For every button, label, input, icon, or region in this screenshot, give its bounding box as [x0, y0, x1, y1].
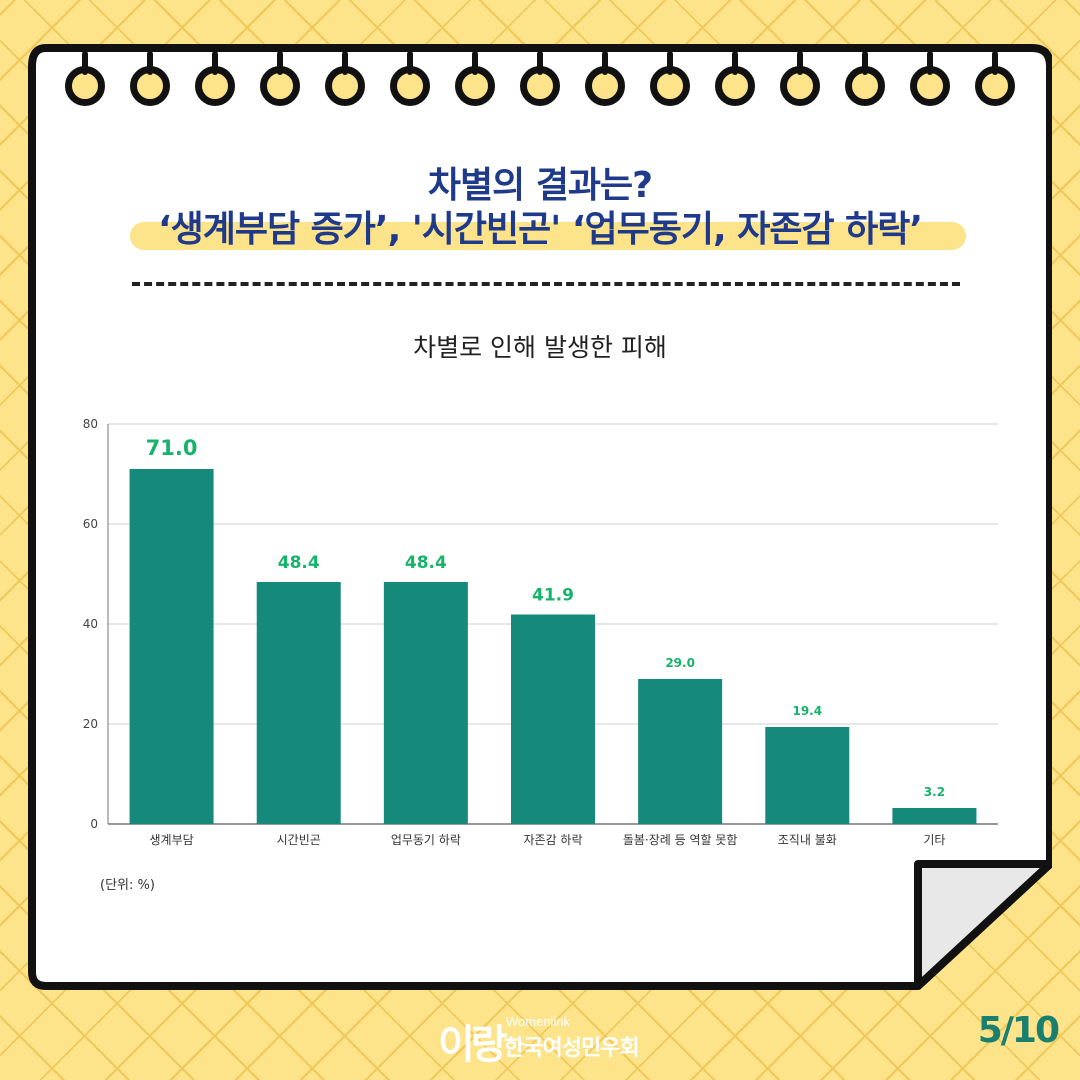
- logo-english-name: Womenlink: [506, 1014, 571, 1029]
- page-indicator: 5/10: [977, 1010, 1060, 1051]
- binder-ring-icon: [130, 51, 170, 106]
- x-category-label: 자존감 하락: [523, 833, 582, 847]
- y-tick-label: 60: [83, 517, 98, 531]
- bar: [638, 679, 723, 824]
- x-category-label: 기타: [923, 833, 945, 847]
- y-tick-label: 80: [83, 417, 98, 431]
- x-category-label: 돌봄·장례 등 역할 못함: [623, 833, 738, 847]
- binder-ring-icon: [780, 51, 820, 106]
- binder-ring-icon: [715, 51, 755, 106]
- logo-korean-name: 한국여성민우회: [504, 1036, 640, 1061]
- binder-ring-icon: [845, 51, 885, 106]
- bar-value-label: 3.2: [924, 785, 945, 799]
- chart-title: 차별로 인해 발생한 피해: [413, 333, 667, 362]
- bar: [511, 614, 595, 824]
- x-category-label: 생계부담: [149, 833, 193, 847]
- x-category-label: 시간빈곤: [277, 833, 321, 847]
- binder-ring-icon: [195, 51, 235, 106]
- binder-ring-icon: [520, 51, 560, 106]
- x-category-label: 조직내 불화: [778, 833, 837, 847]
- bar-value-label: 29.0: [665, 656, 695, 670]
- y-tick-label: 20: [83, 717, 98, 731]
- y-tick-label: 0: [90, 817, 98, 831]
- binder-ring-icon: [585, 51, 625, 106]
- headline-line-1: 차별의 결과는?: [427, 165, 653, 206]
- unit-note: (단위: %): [100, 878, 155, 893]
- bar-value-label: 48.4: [405, 553, 447, 573]
- bar-value-label: 19.4: [792, 704, 822, 718]
- bar: [256, 582, 341, 824]
- page-curl: [914, 860, 1052, 990]
- headline-line-2: ‘생계부담 증가’, '시간빈곤' ‘업무동기, 자존감 하락’: [157, 209, 923, 250]
- binder-ring-icon: [65, 51, 105, 106]
- logo-mark: 이랑: [438, 1022, 508, 1068]
- headline-highlight: [130, 222, 966, 250]
- binder-ring-icon: [975, 51, 1015, 106]
- bar: [892, 808, 977, 824]
- notepad-card: 차별의 결과는? ‘생계부담 증가’, '시간빈곤' ‘업무동기, 자존감 하락…: [28, 44, 1052, 990]
- y-tick-label: 40: [83, 617, 98, 631]
- bar: [129, 469, 214, 824]
- bar-chart: 0 20 40 60 80 71.0 생계부담 48.4 시간빈곤 48.4 업무동기 하락 41.9…: [83, 417, 998, 847]
- x-category-label: 업무동기 하락: [391, 833, 461, 847]
- bar: [383, 582, 468, 824]
- bar-value-label: 41.9: [532, 586, 574, 606]
- womenlink-logo: 이랑 Womenlink 한국여성민우회: [438, 1010, 668, 1068]
- binder-ring-icon: [650, 51, 690, 106]
- bar-value-label: 71.0: [146, 436, 198, 460]
- binder-ring-icon: [260, 51, 300, 106]
- dashed-divider: [132, 282, 960, 286]
- binder-ring-icon: [390, 51, 430, 106]
- binder-ring-icon: [910, 51, 950, 106]
- bar-value-label: 48.4: [278, 553, 320, 573]
- binder-ring-icon: [325, 51, 365, 106]
- bar: [765, 727, 850, 824]
- binder-ring-icon: [455, 51, 495, 106]
